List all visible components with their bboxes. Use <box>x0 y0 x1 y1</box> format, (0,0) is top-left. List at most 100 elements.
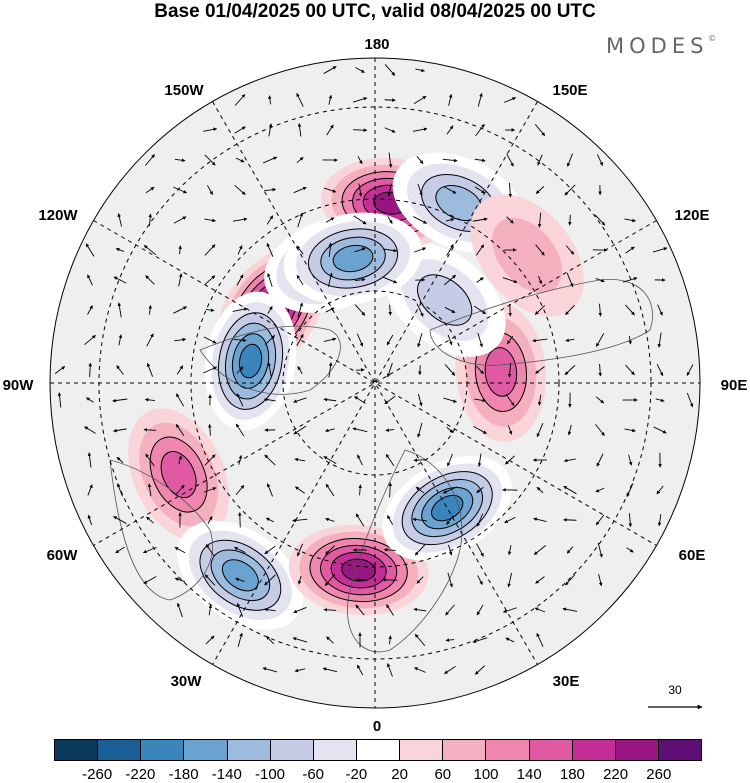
wind-arrow <box>235 157 245 163</box>
wind-arrow <box>413 216 427 224</box>
wind-arrow <box>535 366 545 374</box>
wind-arrow <box>416 576 424 584</box>
lon-label-150w: 150W <box>164 82 204 99</box>
wind-arrow <box>325 428 335 433</box>
wind-arrow <box>628 335 632 345</box>
wind-arrow <box>354 277 366 282</box>
wind-arrow <box>628 513 633 528</box>
wind-arrow <box>414 667 426 673</box>
wind-arrow <box>324 574 336 586</box>
wind-arrow <box>624 428 636 433</box>
wind-arrow <box>266 242 274 257</box>
lon-label-30e: 30E <box>552 673 580 690</box>
wind-arrow <box>417 184 423 197</box>
wind-arrow <box>266 483 273 497</box>
wind-arrow <box>264 454 276 466</box>
wind-arrow <box>204 574 216 586</box>
wind-arrow <box>388 635 392 645</box>
wind-arrow <box>203 336 217 344</box>
wind-arrow <box>595 424 605 436</box>
wind-arrow <box>414 247 427 253</box>
wind-arrow <box>204 244 216 256</box>
wind-arrow <box>264 545 276 555</box>
wind-arrow <box>508 182 513 198</box>
wind-arrow <box>236 274 244 286</box>
colorbar-tick-label: 100 <box>473 766 499 783</box>
wind-arrow <box>477 453 482 467</box>
wind-arrow <box>146 362 154 377</box>
wind-arrow <box>207 515 213 524</box>
colorbar-swatch <box>615 740 659 760</box>
wind-arrow <box>567 424 572 436</box>
wind-arrow <box>476 604 484 616</box>
anomaly-contour <box>484 347 518 397</box>
wind-arrow <box>268 123 273 137</box>
wind-arrow <box>234 184 246 196</box>
wind-arrow <box>264 574 276 586</box>
colorbar-tick-label: 260 <box>646 766 672 783</box>
wind-arrow <box>84 334 96 346</box>
wind-arrow <box>206 185 214 196</box>
wind-arrow <box>412 127 428 132</box>
wind-arrow <box>444 306 456 314</box>
wind-arrow <box>474 186 486 194</box>
wind-arrow <box>534 305 546 315</box>
wind-arrow <box>293 186 307 194</box>
wind-arrow <box>536 423 544 438</box>
wind-arrow <box>174 577 186 583</box>
wind-arrow <box>237 632 243 648</box>
wind-arrow <box>384 127 396 133</box>
wind-arrow <box>203 127 218 132</box>
wind-arrow <box>232 217 248 222</box>
wind-arrow <box>326 636 334 644</box>
wind-arrow <box>57 392 62 408</box>
wind-arrow <box>388 304 392 316</box>
wind-arrow <box>537 394 542 406</box>
wind-arrow <box>145 275 155 285</box>
wind-arrow <box>507 545 512 556</box>
wind-arrow <box>594 214 606 226</box>
colorbar-swatch <box>356 740 401 760</box>
wind-arrow <box>657 514 662 527</box>
colorbar-swatch <box>270 740 314 760</box>
wind-arrow <box>143 428 157 432</box>
wind-arrow <box>87 514 93 526</box>
wind-arrow <box>297 123 302 137</box>
wind-arrow <box>87 305 93 315</box>
wind-arrow <box>416 303 424 317</box>
wind-arrow <box>143 576 157 584</box>
wind-arrow <box>533 517 547 522</box>
wind-arrow <box>415 486 425 494</box>
wind-arrow <box>414 633 426 647</box>
wind-arrow <box>356 333 364 347</box>
wind-arrow <box>564 184 576 196</box>
wind-arrow <box>238 455 243 465</box>
wind-arrow <box>476 543 484 557</box>
wind-arrow <box>54 366 66 374</box>
wind-arrow <box>383 276 398 284</box>
wind-arrow <box>563 485 577 495</box>
wind-arrow <box>686 364 694 376</box>
wind-arrow <box>294 457 306 462</box>
wind-arrow <box>357 454 363 466</box>
wind-arrow <box>87 452 92 468</box>
wind-arrow <box>174 337 187 342</box>
wind-arrow <box>386 362 393 378</box>
wind-arrow <box>472 217 488 222</box>
wind-arrow <box>656 363 664 377</box>
wind-arrow <box>236 366 244 374</box>
wind-arrow <box>355 368 365 372</box>
anomaly-contour <box>221 559 259 592</box>
wind-arrow <box>293 397 307 403</box>
anomaly-contour <box>332 244 374 273</box>
colorbar-swatch <box>400 740 444 760</box>
wind-arrow <box>355 67 365 73</box>
wind-arrow <box>597 542 603 558</box>
wind-arrow <box>203 366 218 374</box>
wind-arrow <box>536 486 544 494</box>
wind-arrow <box>116 456 124 464</box>
lon-label-180: 180 <box>364 36 390 53</box>
wind-arrow <box>356 664 364 676</box>
wind-arrow <box>322 667 338 673</box>
wind-arrow <box>413 95 427 105</box>
